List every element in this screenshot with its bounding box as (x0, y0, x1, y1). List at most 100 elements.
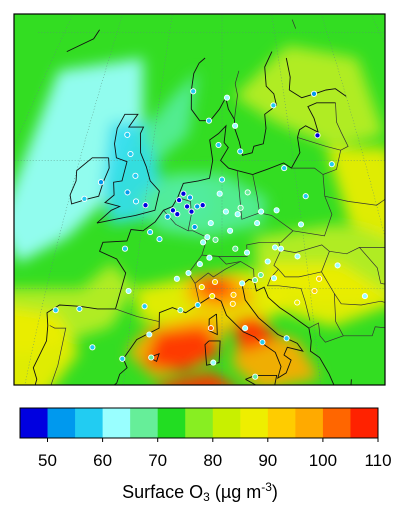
coastline (289, 88, 347, 99)
country-border (194, 261, 241, 284)
country-border (297, 137, 341, 151)
station-marker (216, 190, 223, 197)
coastline (389, 269, 400, 333)
colorbar-swatch (185, 408, 214, 438)
coastlines (32, 19, 400, 385)
station-marker (232, 122, 239, 129)
colorbar-title-superscript: -3 (261, 480, 272, 494)
country-border (324, 195, 385, 206)
colorbar-title-close: ) (271, 482, 278, 502)
station-marker (180, 190, 187, 197)
country-border (322, 102, 349, 175)
station-marker (209, 293, 216, 300)
colorbar-tick-label: 80 (203, 451, 223, 470)
country-border (359, 247, 385, 248)
station-marker (169, 207, 176, 214)
station-marker (316, 275, 323, 282)
coastline (245, 374, 278, 385)
country-border (308, 293, 344, 343)
colorbar-tick-label: 90 (258, 451, 278, 470)
station-marker (264, 258, 271, 265)
colorbar-swatch (157, 408, 186, 438)
station-marker (270, 102, 277, 109)
colorbar-title-subscript: 3 (203, 490, 210, 504)
country-border (236, 170, 294, 243)
colorbar (19, 407, 379, 442)
station-marker (273, 207, 280, 214)
station-marker (141, 303, 148, 310)
coastline (96, 113, 160, 224)
colorbar-tick-label: 50 (38, 451, 57, 470)
station-marker (185, 269, 192, 277)
station-marker (239, 280, 246, 287)
colorbar-swatch (47, 408, 76, 438)
station-marker (142, 202, 149, 209)
colorbar-swatch (322, 408, 351, 438)
station-marker (97, 179, 105, 186)
station-marker (194, 301, 201, 309)
coastline (69, 157, 110, 205)
ozone-region-red (231, 314, 279, 353)
ozone-region-yellow (14, 307, 80, 385)
country-border (343, 326, 385, 337)
station-marker (242, 325, 249, 332)
station-marker (150, 391, 155, 396)
station-marker (210, 359, 217, 366)
station-marker (297, 221, 305, 228)
station-marker (156, 236, 163, 243)
country-border (266, 268, 311, 321)
station-marker (328, 161, 335, 168)
meridian-line (123, 14, 173, 385)
station-marker (132, 198, 140, 205)
station-marker (121, 245, 129, 252)
colorbar-swatch (130, 408, 159, 438)
station-marker (294, 253, 301, 260)
station-marker (221, 391, 226, 396)
station-marker (206, 254, 213, 261)
station-marker (132, 172, 139, 179)
colorbar-swatch (102, 408, 131, 438)
colorbar-swatch (295, 408, 324, 438)
station-marker (207, 220, 214, 227)
station-marker (191, 223, 198, 231)
station-marker (173, 275, 180, 282)
station-marker (251, 277, 259, 284)
station-marker (234, 211, 241, 218)
colorbar-frame (19, 407, 379, 439)
station-marker (212, 236, 219, 243)
station-marker (244, 189, 251, 196)
station-marker (218, 176, 226, 183)
station-marker (252, 373, 259, 380)
ozone-field (14, 45, 385, 385)
country-border (115, 308, 160, 323)
coastline (190, 57, 206, 110)
colorbar-swatch (240, 408, 269, 438)
station-marker (232, 245, 239, 252)
station-marker (177, 307, 184, 314)
station-marker (124, 189, 131, 196)
station-marker (227, 227, 234, 234)
station-marker (124, 131, 131, 138)
map-frame (13, 13, 386, 386)
station-marker (229, 300, 236, 307)
station-marker (188, 208, 195, 215)
coastline (285, 57, 291, 91)
ozone-region-yellow (264, 262, 385, 327)
meridian-line (271, 14, 321, 385)
station-marker (302, 193, 309, 200)
coastline (66, 29, 100, 53)
colorbar-title-unit: (µg m (209, 482, 262, 502)
station-marker (176, 197, 183, 204)
colorbar-tick-label: 110 (364, 451, 392, 470)
coastline (32, 278, 352, 385)
station-marker (254, 220, 261, 227)
station-marker (222, 208, 229, 215)
graticule (14, 14, 385, 385)
station-marker (204, 234, 211, 241)
station-marker (243, 249, 251, 256)
coastline (99, 102, 336, 310)
colorbar-swatch (212, 408, 241, 438)
colorbar-tick-label: 100 (308, 451, 338, 470)
ozone-region-yellow (326, 147, 385, 237)
station-marker (194, 203, 201, 210)
